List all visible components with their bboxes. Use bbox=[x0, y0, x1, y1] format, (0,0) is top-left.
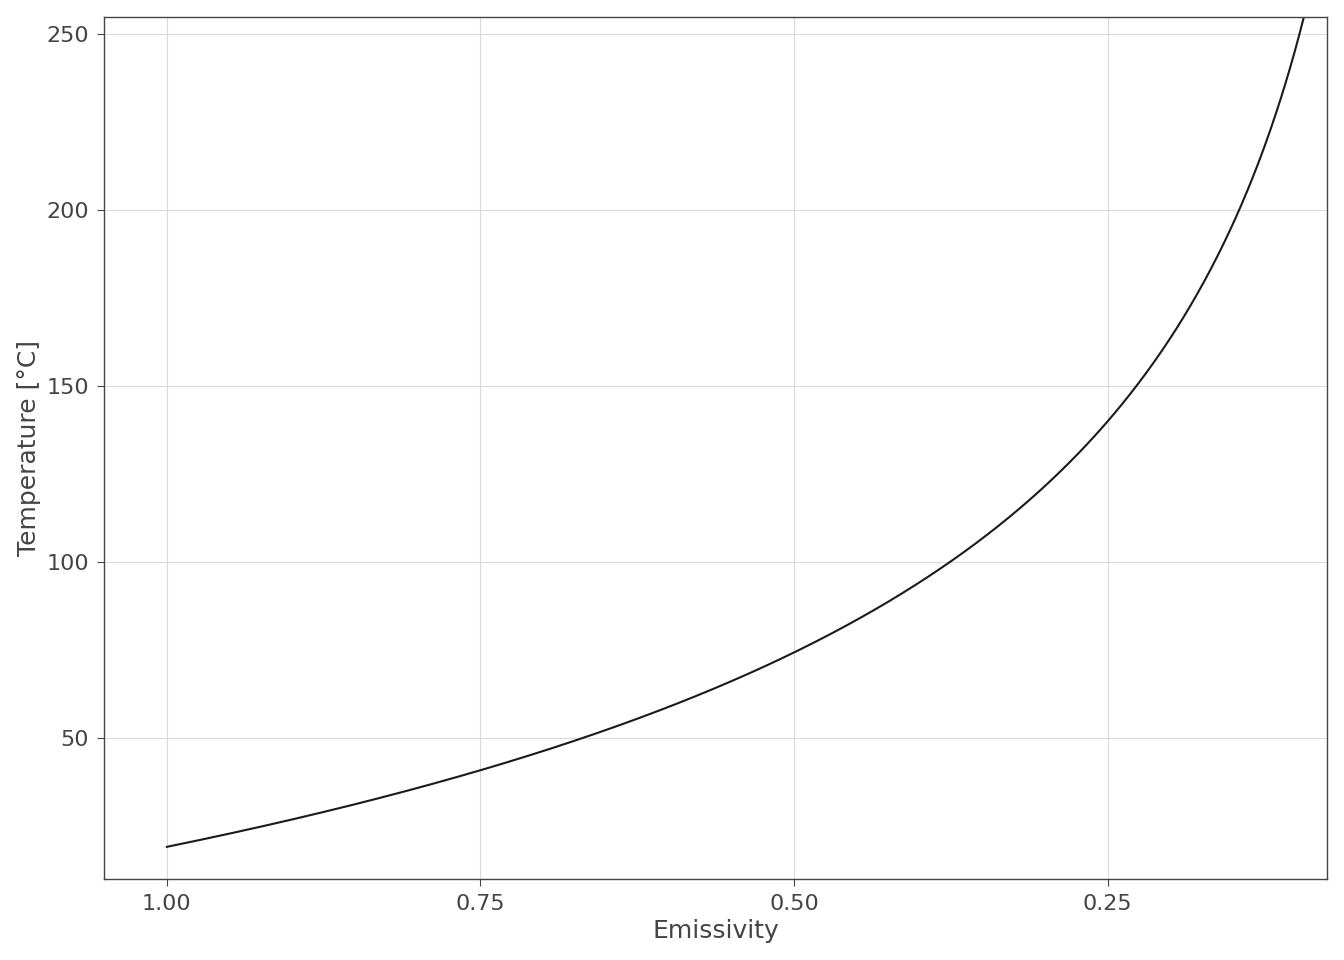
Y-axis label: Temperature [°C]: Temperature [°C] bbox=[16, 340, 40, 556]
X-axis label: Emissivity: Emissivity bbox=[652, 920, 780, 944]
